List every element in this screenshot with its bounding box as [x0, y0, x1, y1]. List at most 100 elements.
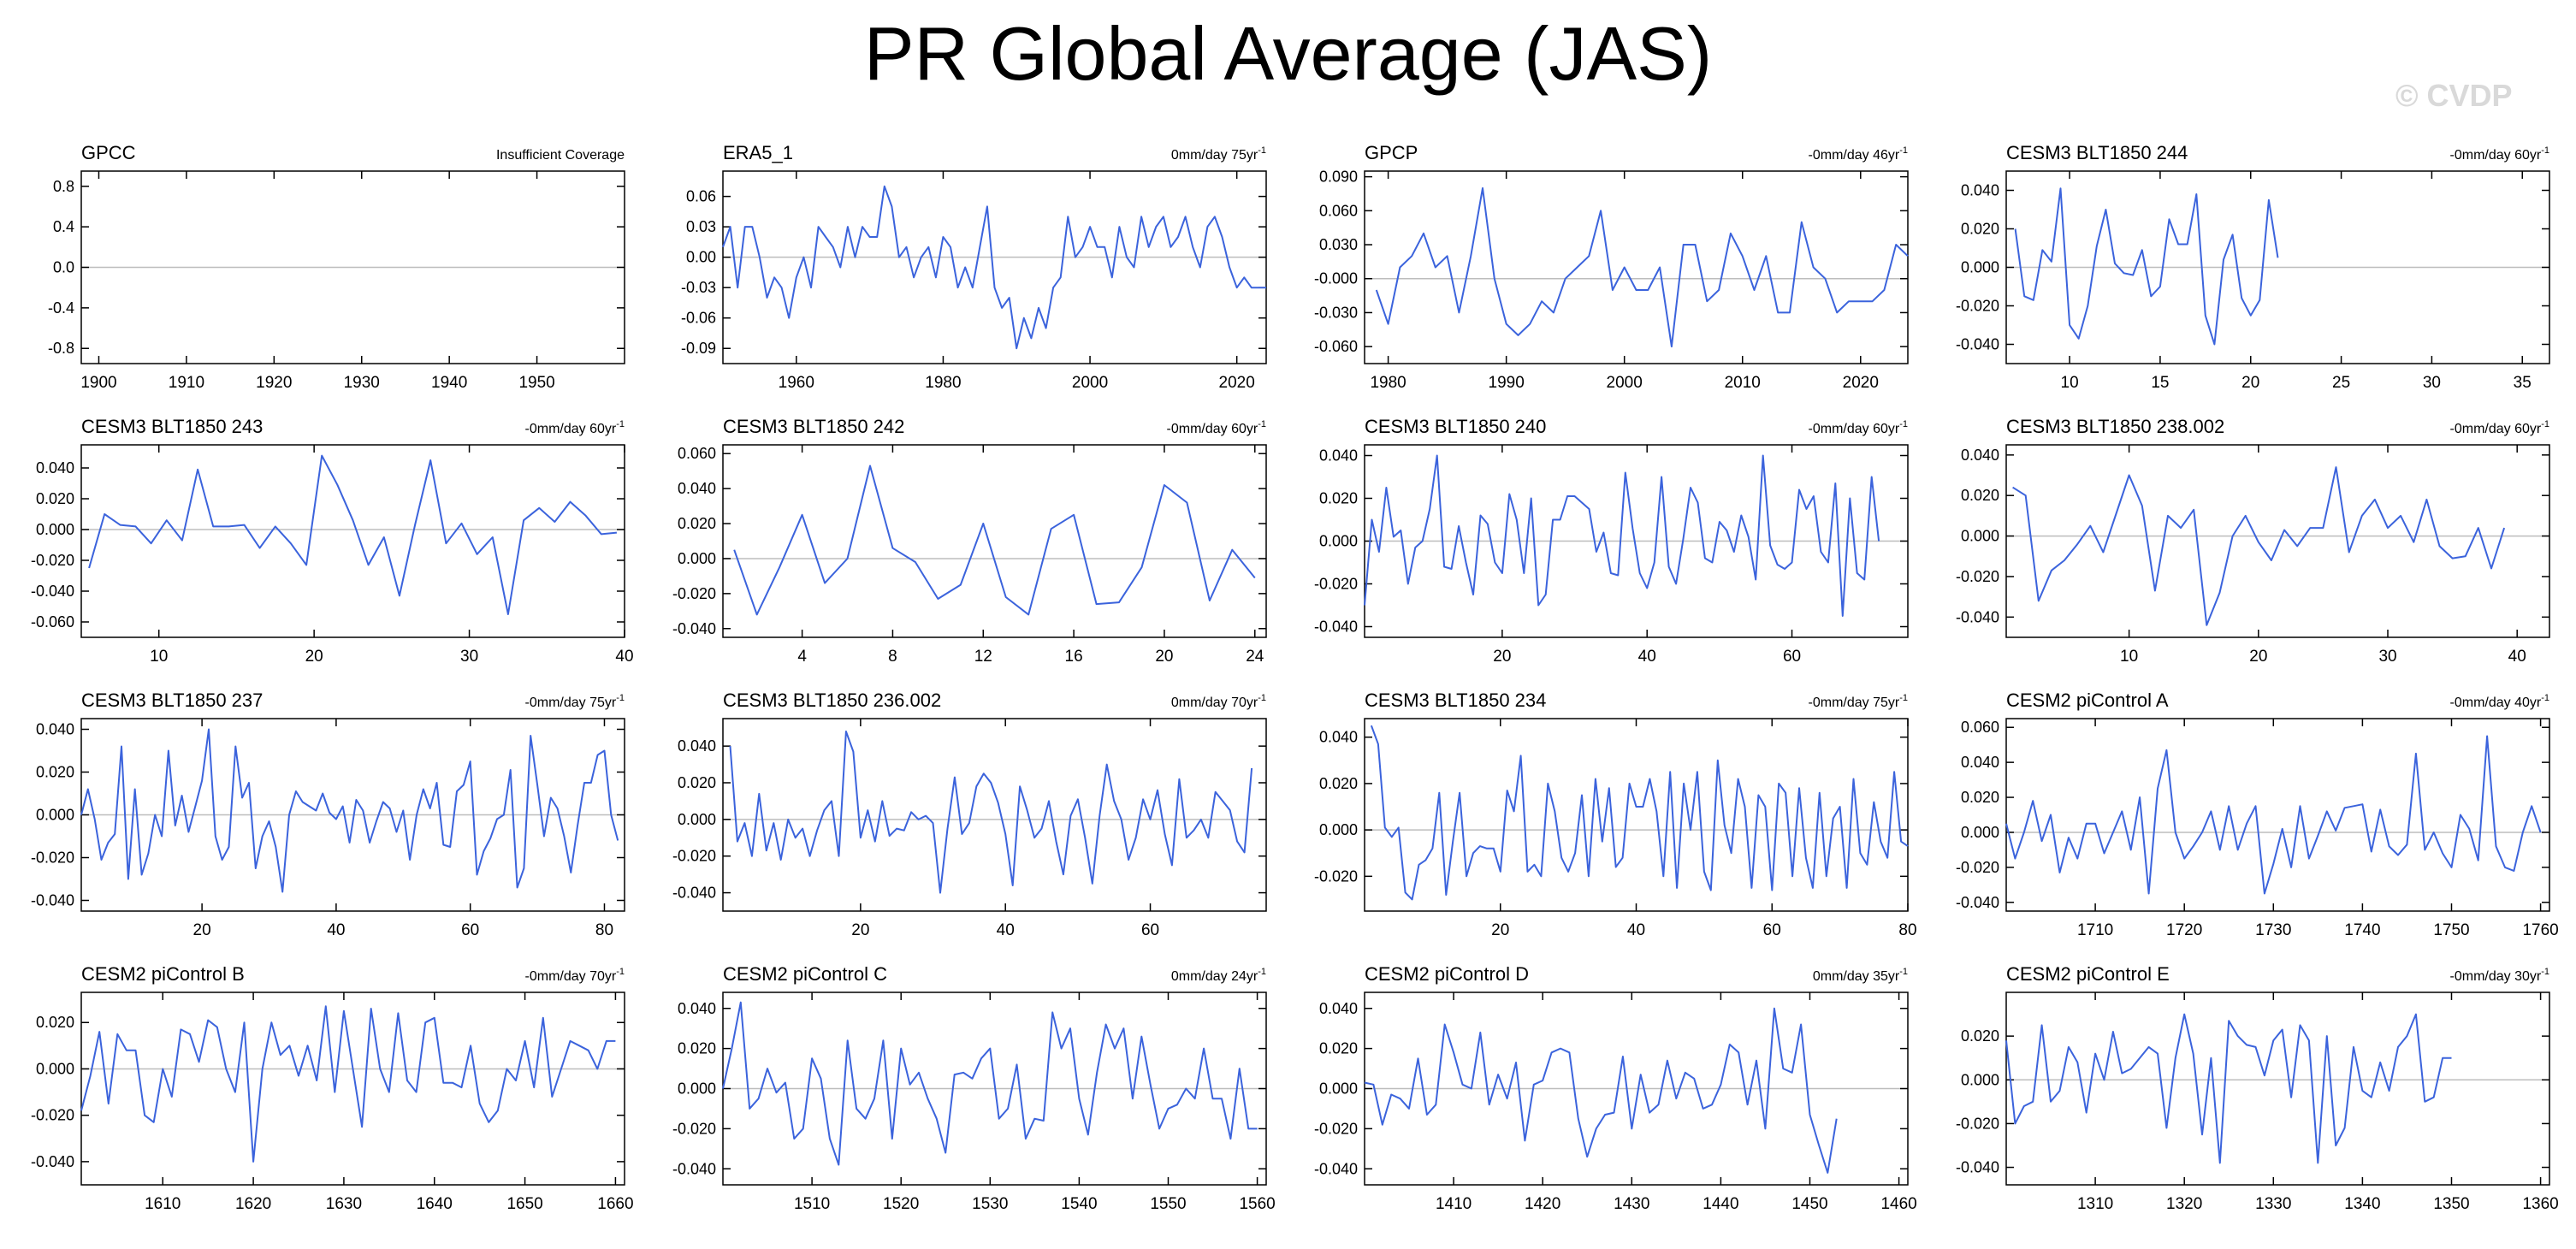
panel-title: GPCC: [81, 142, 136, 163]
y-tick-label: 0.040: [36, 721, 74, 738]
y-tick-label: 0.020: [678, 774, 716, 791]
y-tick-label: 0.020: [36, 764, 74, 781]
y-tick-label: 0.000: [678, 1080, 716, 1098]
x-tick-label: 1360: [2522, 1195, 2558, 1213]
x-tick-label: 1910: [169, 374, 204, 392]
x-tick-label: 1620: [235, 1195, 271, 1213]
x-tick-label: 1530: [972, 1195, 1008, 1213]
x-tick-label: 20: [2249, 648, 2267, 666]
x-tick-label: 2010: [1725, 374, 1761, 392]
y-tick-label: 0.00: [686, 249, 716, 266]
plot-frame: [1364, 170, 1909, 364]
panel-stat: -0mm/day 60yr-1: [525, 419, 625, 436]
x-tick-label: 15: [2151, 374, 2169, 392]
y-tick-label: 0.06: [686, 188, 716, 205]
y-tick-label: -0.4: [48, 299, 74, 317]
y-tick-label: -0.020: [1956, 859, 1999, 876]
y-tick-label: -0.020: [31, 552, 74, 569]
y-tick-label: 0.060: [1319, 202, 1358, 219]
y-tick-label: 0.040: [1319, 447, 1358, 465]
panel-stat: -0mm/day 75yr-1: [1809, 693, 1908, 710]
panel-stat: -0mm/day 60yr-1: [2450, 419, 2549, 436]
y-tick-label: 0.030: [1319, 236, 1358, 253]
y-tick-label: -0.040: [672, 620, 716, 637]
y-tick-label: 0.060: [1961, 719, 1999, 736]
x-tick-label: 1980: [925, 374, 961, 392]
panel-stat: -0mm/day 60yr-1: [1167, 419, 1266, 436]
x-tick-label: 2020: [1843, 374, 1879, 392]
panel-title: CESM3 BLT1850 244: [2006, 142, 2188, 163]
y-tick-label: -0.040: [672, 1160, 716, 1177]
y-tick-label: 0.020: [1961, 221, 1999, 238]
x-tick-label: 2000: [1607, 374, 1643, 392]
x-tick-label: 1330: [2255, 1195, 2291, 1213]
stat-superscript: -1: [1258, 693, 1266, 703]
y-tick-label: -0.020: [1314, 576, 1358, 593]
y-tick-label: 0.03: [686, 218, 716, 235]
plot-frame: [80, 992, 625, 1186]
series-line: [1364, 454, 1880, 617]
x-tick-label: 1340: [2344, 1195, 2380, 1213]
y-tick-label: -0.040: [1956, 894, 1999, 911]
x-tick-label: 30: [460, 648, 478, 666]
y-tick-label: -0.020: [672, 1120, 716, 1137]
y-tick-label: -0.000: [1314, 270, 1358, 287]
chart-panel: -0.09 -0.06 -0.03 0.00 0.03 0.06 1960 1980 2000 2…: [681, 142, 1267, 392]
series-line: [729, 731, 1253, 894]
series-line: [1370, 725, 1909, 901]
panel-title: CESM3 BLT1850 242: [723, 416, 904, 437]
panel-stat: 0mm/day 24yr-1: [1171, 967, 1266, 984]
y-tick-label: 0.040: [678, 737, 716, 755]
y-tick-label: -0.8: [48, 340, 74, 357]
series-line: [2014, 187, 2279, 346]
y-tick-label: -0.020: [1956, 298, 1999, 315]
y-tick-label: -0.040: [1956, 608, 1999, 625]
x-tick-label: 1930: [344, 374, 380, 392]
y-tick-label: 0.020: [678, 515, 716, 532]
y-tick-label: 0.040: [1319, 729, 1358, 746]
x-tick-label: 40: [327, 921, 345, 939]
y-tick-label: -0.040: [31, 1153, 74, 1170]
y-tick-label: 0.000: [1961, 824, 1999, 841]
y-tick-label: 0.4: [53, 218, 74, 235]
y-tick-label: 0.040: [1961, 447, 1999, 464]
y-tick-label: -0.040: [31, 892, 74, 909]
x-tick-label: 1510: [794, 1195, 830, 1213]
x-tick-label: 16: [1065, 648, 1083, 666]
x-tick-label: 30: [2423, 374, 2441, 392]
y-tick-label: 0.040: [1961, 754, 1999, 771]
x-tick-label: 30: [2378, 648, 2396, 666]
panel-title: ERA5_1: [723, 142, 793, 163]
panel-stat: -0mm/day 60yr-1: [1809, 419, 1908, 436]
x-tick-label: 1740: [2344, 921, 2380, 939]
y-tick-label: 0.000: [1961, 528, 1999, 545]
y-tick-label: -0.060: [31, 613, 74, 630]
y-tick-label: 0.020: [1961, 487, 1999, 504]
y-tick-label: 0.020: [1961, 789, 1999, 806]
y-tick-label: -0.030: [1314, 304, 1358, 321]
x-tick-label: 1980: [1370, 374, 1406, 392]
x-tick-label: 2000: [1072, 374, 1108, 392]
y-tick-label: -0.040: [672, 885, 716, 902]
y-tick-label: 0.020: [1319, 1040, 1358, 1057]
y-tick-label: 0.000: [36, 807, 74, 824]
panel-title: CESM2 piControl B: [81, 963, 245, 985]
panel-title: GPCP: [1365, 142, 1418, 163]
panel-title: CESM3 BLT1850 234: [1365, 690, 1546, 711]
plot-frame: [2005, 444, 2550, 638]
panel-stat: 0mm/day 35yr-1: [1813, 967, 1908, 984]
panel-title: CESM2 piControl D: [1365, 963, 1529, 985]
y-tick-label: 0.020: [1961, 1027, 1999, 1045]
y-tick-label: 0.040: [678, 1000, 716, 1017]
x-tick-label: 80: [1898, 921, 1916, 939]
y-tick-label: 0.040: [1961, 182, 1999, 199]
x-tick-label: 20: [1155, 648, 1173, 666]
y-tick-label: -0.040: [1956, 336, 1999, 353]
x-tick-label: 1900: [80, 374, 116, 392]
y-tick-label: -0.040: [1314, 1160, 1358, 1177]
y-tick-label: 0.020: [36, 490, 74, 507]
series-line: [1364, 1007, 1838, 1174]
x-tick-label: 20: [193, 921, 211, 939]
x-tick-label: 1730: [2255, 921, 2291, 939]
panel-title: CESM3 BLT1850 238.002: [2006, 416, 2224, 437]
